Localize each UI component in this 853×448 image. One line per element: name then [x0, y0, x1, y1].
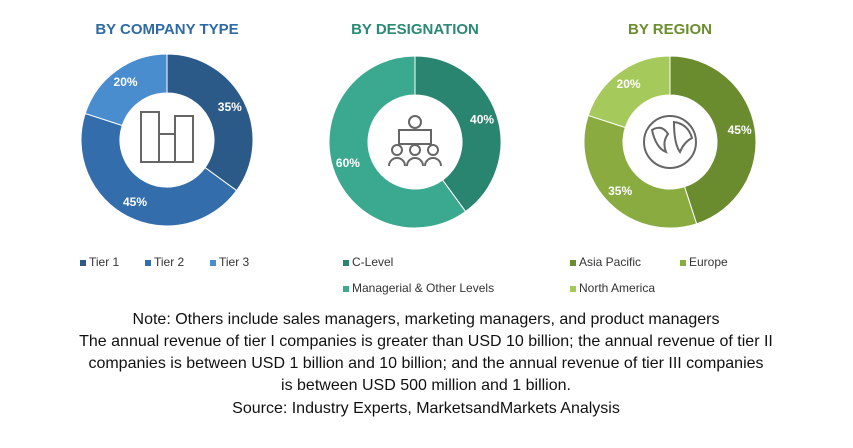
legend-label: North America [579, 281, 655, 295]
globe [643, 115, 697, 169]
note-line: is between USD 500 million and 1 billion… [281, 377, 571, 394]
donut-slice [583, 114, 698, 229]
donut-slice [669, 55, 757, 225]
legend-label: Tier 3 [219, 255, 250, 269]
value-label: 20% [114, 75, 138, 89]
donut-slice [414, 55, 502, 213]
note-line: Source: Industry Experts, MarketsandMark… [232, 400, 620, 417]
center-icon-bg [624, 96, 716, 188]
center-icon-bg [369, 96, 461, 188]
legend-swatch [80, 260, 86, 266]
legend-label: Managerial & Other Levels [352, 281, 494, 295]
person [391, 144, 403, 156]
person [406, 157, 424, 167]
note-line: companies is between USD 1 billion and 1… [88, 355, 763, 372]
value-label: 35% [608, 184, 632, 198]
note-line: Note: Others include sales managers, mar… [133, 311, 720, 328]
legend-swatch [210, 260, 216, 266]
chart-title: BY DESIGNATION [351, 21, 479, 38]
person [424, 157, 442, 167]
donut-slice [166, 53, 254, 192]
legend-swatch [680, 260, 686, 266]
note-line: The annual revenue of tier I companies i… [79, 333, 773, 350]
donut-slice [80, 112, 238, 227]
value-label: 20% [617, 77, 641, 91]
legend-label: Asia Pacific [579, 255, 641, 269]
center-icon [140, 111, 194, 163]
chart-title: BY COMPANY TYPE [95, 21, 238, 38]
chart-title: BY REGION [628, 21, 712, 38]
value-label: 45% [728, 123, 752, 137]
donut-slice [84, 53, 168, 127]
center-icon-bg [121, 94, 213, 186]
legend-swatch [145, 260, 151, 266]
legend-label: C-Level [352, 255, 393, 269]
donut-slice [328, 55, 467, 229]
person [427, 144, 439, 156]
value-label: 40% [470, 112, 494, 126]
value-label: 45% [123, 195, 147, 209]
legend-swatch [570, 286, 576, 292]
value-label: 35% [218, 100, 242, 114]
legend-swatch [343, 286, 349, 292]
center-icon [388, 115, 442, 167]
land [650, 120, 694, 155]
legend-label: Tier 2 [154, 255, 185, 269]
center-icon [643, 115, 697, 169]
donut-slice [587, 55, 671, 129]
legend-label: Tier 1 [89, 255, 120, 269]
legend-label: Europe [689, 255, 728, 269]
legend-swatch [570, 260, 576, 266]
building [158, 133, 176, 163]
person [388, 157, 406, 167]
person [408, 115, 422, 129]
person [409, 144, 421, 156]
legend-swatch [343, 260, 349, 266]
value-label: 60% [336, 156, 360, 170]
